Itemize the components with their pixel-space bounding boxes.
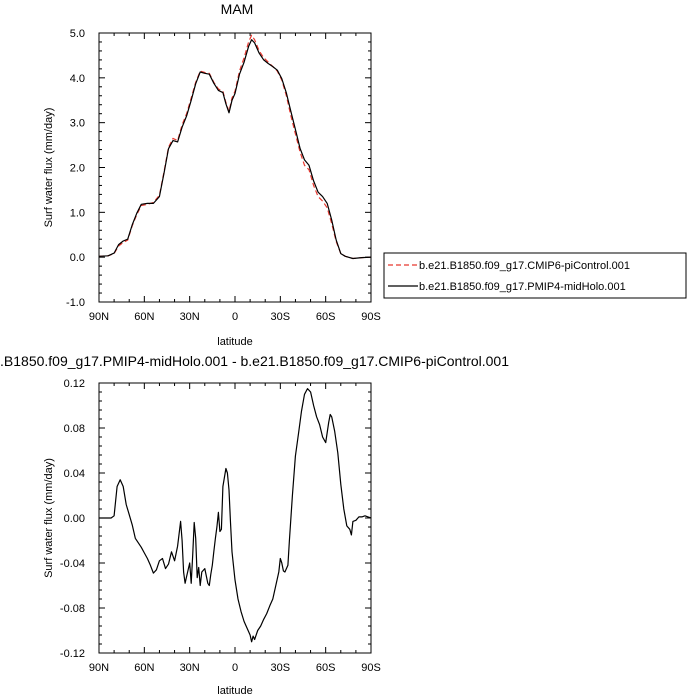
x-tick-label: 0 [232,662,238,674]
y-tick-label: 0.12 [64,378,85,390]
chart-panel-2: 90N 60N 30N 0 30S 60S 90S -0.12 -0.08 -0.04 0.00 0.… [0,353,509,697]
y-tick-label: 2.0 [70,163,85,175]
y-tick-label: 0.0 [70,252,85,264]
y-tick-label: 0.04 [64,468,85,480]
y-tick-label: 0.08 [64,423,85,435]
x-tick-label: 60S [316,662,336,674]
x-tick-label: 60N [134,662,154,674]
legend-label-1: b.e21.B1850.f09_g17.CMIP6-piControl.001 [419,260,630,272]
x-tick-label: 90S [361,662,381,674]
plot-frame [98,382,372,654]
chart-title: MAM [221,1,254,17]
chart-panel-1: 90N 60N 30N 0 30S 60S 90S -1.0 0.0 1.0 2.0 3.0 4.0 5.… [43,1,687,348]
x-tick-label: 0 [232,311,238,323]
y-tick-label: 0.00 [64,513,85,525]
x-tick-label: 30S [271,662,291,674]
x-tick-label: 60N [134,311,154,323]
y-tick-label: -0.12 [60,648,85,660]
y-tick-label: -1.0 [66,297,85,309]
series-line-1 [99,388,372,643]
series-line-1 [98,34,372,260]
y-tick-label: -0.08 [60,603,85,615]
x-axis-label: latitude [217,336,252,348]
y-tick-label: 4.0 [70,73,85,85]
legend-label-2: b.e21.B1850.f09_g17.PMIP4-midHolo.001 [419,281,626,293]
plot-frame [98,32,372,303]
y-tick-label: -0.04 [60,558,85,570]
x-tick-label: 90N [89,662,109,674]
y-axis-label: Surf water flux (mm/day) [43,108,55,228]
x-tick-label: 30N [180,662,200,674]
y-tick-label: 1.0 [70,207,85,219]
legend-box [383,252,687,299]
x-tick-label: 60S [316,311,336,323]
y-tick-label: 3.0 [70,118,85,130]
legend: b.e21.B1850.f09_g17.CMIP6-piControl.001b… [383,252,687,299]
x-tick-label: 30S [271,311,291,323]
x-tick-label: 90N [89,311,109,323]
x-tick-label: 30N [180,311,200,323]
series-line-2 [98,39,372,260]
y-tick-label: 5.0 [70,28,85,40]
y-axis-label: Surf water flux (mm/day) [43,458,55,578]
x-tick-label: 90S [361,311,381,323]
x-axis-label: latitude [217,685,252,697]
chart-title: b.e21.B1850.f09_g17.PMIP4-midHolo.001 - … [0,353,509,369]
